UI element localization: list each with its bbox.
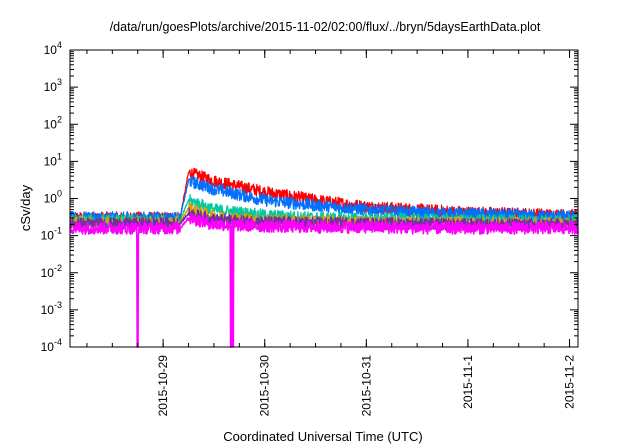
y-tick-label: 10-1 — [41, 226, 62, 243]
x-tick-label: 2015-11-1 — [461, 355, 475, 409]
x-tick-label: 2015-10-31 — [359, 355, 373, 417]
x-tick-label: 2015-10-30 — [258, 355, 272, 417]
x-tick-label: 2015-11-2 — [563, 355, 577, 409]
y-tick-label: 104 — [44, 40, 62, 57]
y-axis-title: cSv/day — [18, 184, 33, 231]
x-tick-label: 2015-10-29 — [156, 355, 170, 417]
y-tick-label: 102 — [44, 114, 62, 131]
series-layer — [69, 167, 579, 348]
y-tick-label: 10-4 — [41, 337, 62, 354]
plot-frame — [69, 49, 579, 348]
y-tick-label: 10-3 — [41, 300, 62, 317]
y-tick-label: 100 — [44, 189, 62, 206]
y-tick-label: 103 — [44, 77, 62, 94]
chart-title: /data/run/goesPlots/archive/2015-11-02/0… — [110, 20, 541, 34]
series-line-6 — [69, 213, 579, 348]
x-axis-title: Coordinated Universal Time (UTC) — [223, 429, 422, 444]
y-tick-label: 101 — [44, 151, 62, 168]
ticks-layer: 10-4 10-3 10-2 10-1 100 101 102 103 104 2015-10-2… — [41, 40, 578, 416]
y-tick-label: 10-2 — [41, 263, 62, 280]
